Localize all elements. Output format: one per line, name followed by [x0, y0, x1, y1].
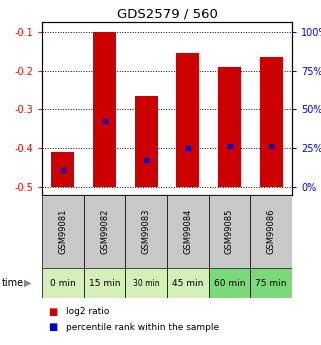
- Text: GSM99084: GSM99084: [183, 209, 192, 254]
- Bar: [125, 195, 167, 268]
- Bar: [218, 67, 241, 187]
- Text: log2 ratio: log2 ratio: [66, 307, 109, 316]
- Bar: [176, 53, 199, 187]
- Text: GSM99085: GSM99085: [225, 209, 234, 254]
- Text: GSM99081: GSM99081: [58, 209, 67, 254]
- Text: 30 min: 30 min: [133, 278, 160, 287]
- Text: GSM99082: GSM99082: [100, 209, 109, 254]
- Bar: [42, 195, 84, 268]
- Text: ■: ■: [48, 322, 58, 332]
- Bar: [84, 268, 125, 298]
- Bar: [250, 268, 292, 298]
- Text: ▶: ▶: [24, 278, 31, 288]
- Bar: [42, 268, 84, 298]
- Text: time: time: [2, 278, 24, 288]
- Bar: [250, 195, 292, 268]
- Bar: [167, 268, 209, 298]
- Bar: [84, 195, 125, 268]
- Bar: [209, 268, 250, 298]
- Text: 75 min: 75 min: [256, 278, 287, 287]
- Bar: [51, 152, 74, 187]
- Text: 0 min: 0 min: [50, 278, 76, 287]
- Text: 45 min: 45 min: [172, 278, 204, 287]
- Bar: [209, 195, 250, 268]
- Bar: [93, 32, 116, 187]
- Bar: [135, 96, 158, 187]
- Text: 60 min: 60 min: [214, 278, 245, 287]
- Text: percentile rank within the sample: percentile rank within the sample: [66, 323, 219, 332]
- Text: 15 min: 15 min: [89, 278, 120, 287]
- Text: ■: ■: [48, 307, 58, 317]
- Text: GSM99086: GSM99086: [267, 209, 276, 254]
- Text: GSM99083: GSM99083: [142, 209, 151, 254]
- Title: GDS2579 / 560: GDS2579 / 560: [117, 8, 217, 21]
- Bar: [125, 268, 167, 298]
- Bar: [167, 195, 209, 268]
- Bar: [260, 57, 282, 187]
